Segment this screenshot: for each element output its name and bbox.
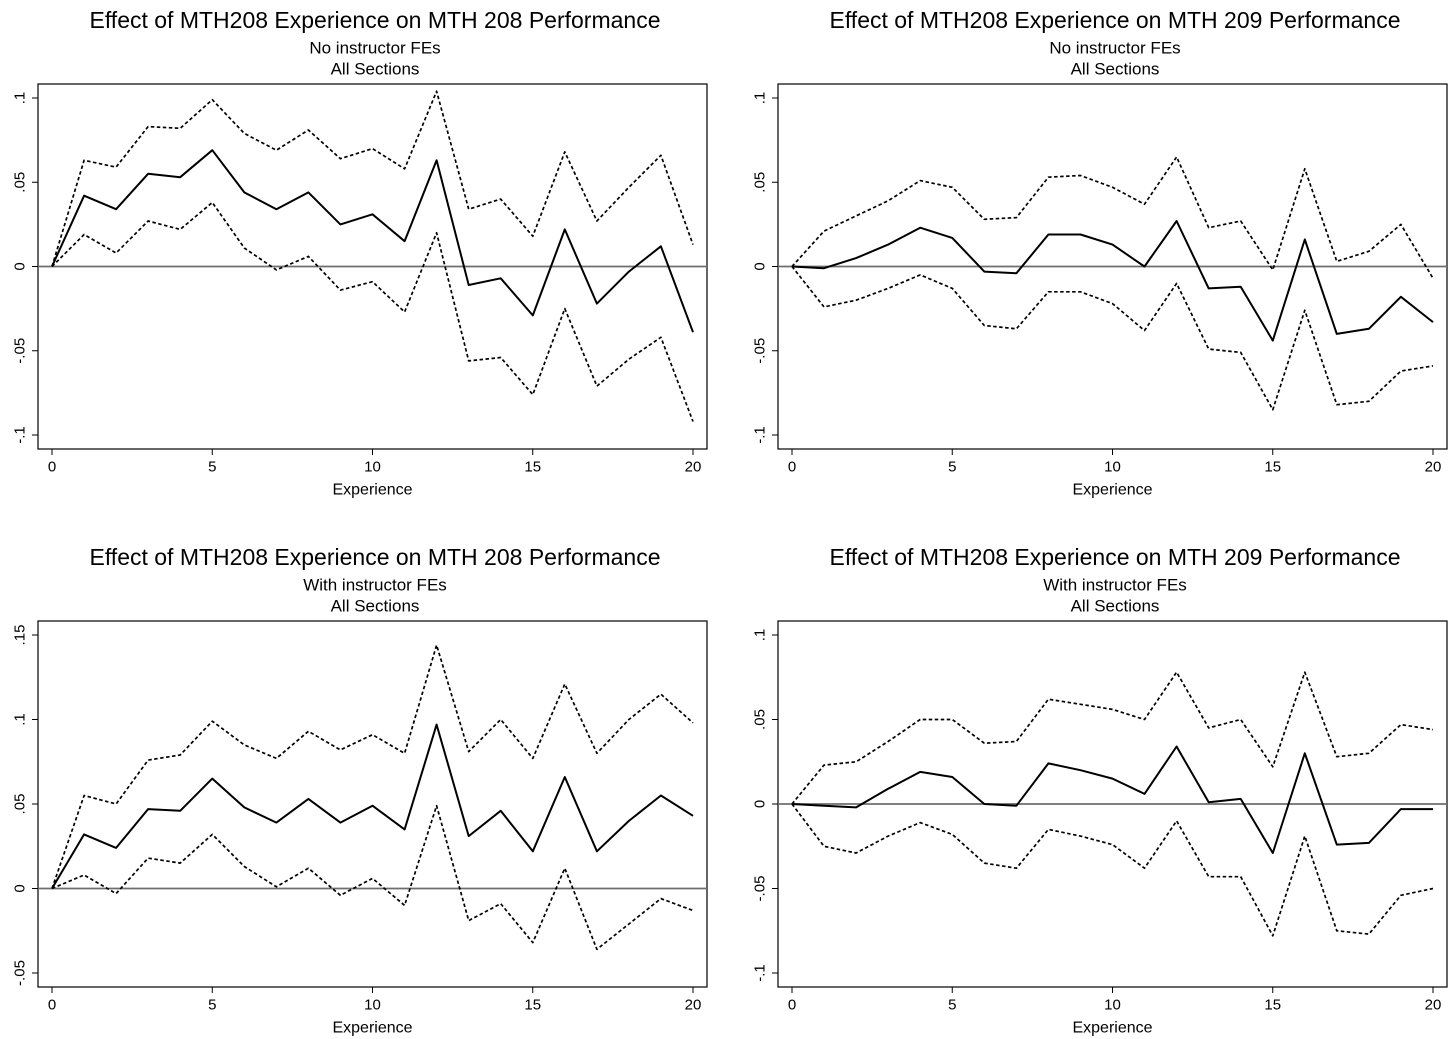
- x-tick-label: 5: [208, 459, 216, 476]
- chart-subtitle: With instructor FEs: [303, 576, 447, 595]
- y-tick-label: .1: [12, 713, 29, 726]
- y-tick-label: 0: [12, 262, 29, 270]
- x-tick-label: 10: [1104, 997, 1121, 1014]
- x-tick-label: 0: [788, 997, 796, 1014]
- estimate-line: [51, 723, 694, 890]
- y-tick-label: .05: [12, 172, 29, 193]
- x-tick-label: 15: [1264, 459, 1281, 476]
- x-tick-label: 15: [524, 997, 541, 1014]
- chart-subtitle: All Sections: [1071, 597, 1160, 616]
- chart-panel-2: Effect of MTH208 Experience on MTH 209 P…: [752, 7, 1448, 499]
- chart-subtitle: All Sections: [331, 597, 420, 616]
- x-tick-label: 5: [208, 997, 216, 1014]
- estimate-line: [791, 745, 1433, 854]
- y-tick-label: .05: [12, 794, 29, 815]
- y-tick-label: -.1: [752, 426, 769, 444]
- lower-ci-line: [791, 803, 1434, 937]
- x-tick-label: 10: [1104, 459, 1121, 476]
- chart-title: Effect of MTH208 Experience on MTH 208 P…: [89, 544, 660, 570]
- x-tick-label: 20: [685, 459, 702, 476]
- y-tick-label: 0: [752, 800, 769, 808]
- plot-frame: [37, 620, 708, 988]
- chart-panel-4: Effect of MTH208 Experience on MTH 209 P…: [752, 544, 1448, 1037]
- x-axis-label: Experience: [1072, 482, 1152, 499]
- y-tick-label: .05: [752, 172, 769, 193]
- chart-title: Effect of MTH208 Experience on MTH 208 P…: [89, 7, 660, 33]
- upper-ci-line: [791, 671, 1434, 805]
- x-tick-label: 5: [948, 459, 956, 476]
- chart-title: Effect of MTH208 Experience on MTH 209 P…: [829, 7, 1400, 33]
- x-tick-label: 0: [48, 997, 56, 1014]
- y-tick-label: .1: [752, 629, 769, 642]
- estimate-line: [791, 220, 1434, 342]
- x-axis-label: Experience: [332, 482, 412, 499]
- x-tick-label: 20: [1425, 459, 1442, 476]
- y-tick-label: .05: [752, 709, 769, 730]
- y-tick-label: -.05: [12, 338, 29, 364]
- estimate-line: [51, 149, 694, 333]
- x-tick-label: 20: [685, 997, 702, 1014]
- lower-ci-line: [51, 201, 694, 422]
- y-tick-label: 0: [752, 262, 769, 270]
- lower-ci-line: [51, 804, 694, 951]
- chart-panel-3: Effect of MTH208 Experience on MTH 208 P…: [12, 544, 708, 1037]
- y-tick-label: -.1: [12, 426, 29, 444]
- chart-panel-1: Effect of MTH208 Experience on MTH 208 P…: [12, 7, 708, 499]
- chart-subtitle: All Sections: [331, 60, 420, 79]
- chart-subtitle: No instructor FEs: [309, 39, 440, 58]
- chart-title: Effect of MTH208 Experience on MTH 209 P…: [829, 544, 1400, 570]
- y-tick-label: .1: [12, 92, 29, 105]
- y-tick-label: 0: [12, 884, 29, 892]
- x-tick-label: 5: [948, 997, 956, 1014]
- x-tick-label: 15: [524, 459, 541, 476]
- upper-ci-line: [791, 156, 1434, 279]
- upper-ci-line: [51, 644, 694, 889]
- x-tick-label: 10: [364, 459, 381, 476]
- y-tick-label: .15: [12, 625, 29, 646]
- x-tick-label: 0: [48, 459, 56, 476]
- upper-ci-line: [51, 90, 694, 267]
- y-tick-label: .1: [752, 92, 769, 105]
- chart-subtitle: With instructor FEs: [1043, 576, 1187, 595]
- y-tick-label: -.05: [12, 960, 29, 986]
- x-axis-label: Experience: [332, 1020, 412, 1037]
- y-tick-label: -.1: [752, 964, 769, 982]
- chart-subtitle: All Sections: [1071, 60, 1160, 79]
- chart-subtitle: No instructor FEs: [1049, 39, 1180, 58]
- lower-ci-line: [791, 265, 1434, 411]
- y-tick-label: -.05: [752, 338, 769, 364]
- x-tick-label: 10: [364, 997, 381, 1014]
- x-axis-label: Experience: [1072, 1020, 1152, 1037]
- x-tick-label: 20: [1425, 997, 1442, 1014]
- y-tick-label: -.05: [752, 876, 769, 902]
- x-tick-label: 15: [1264, 997, 1281, 1014]
- x-tick-label: 0: [788, 459, 796, 476]
